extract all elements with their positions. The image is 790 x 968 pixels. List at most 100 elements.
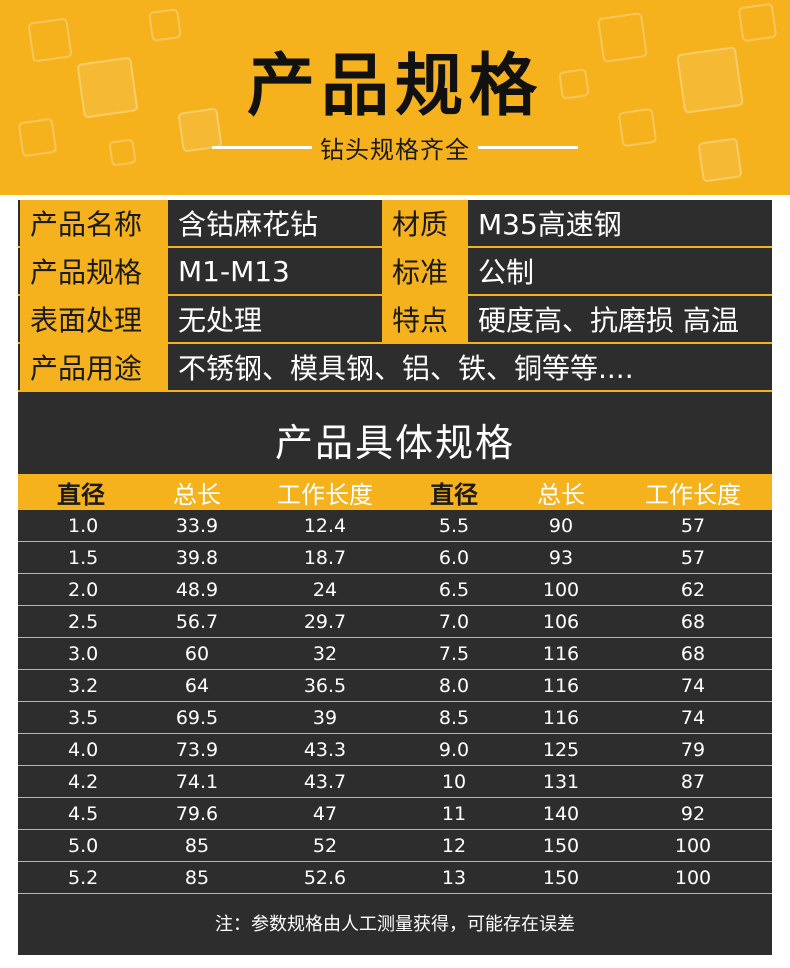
- table-cell: 62: [680, 578, 706, 601]
- column-header-diameter: 直径: [57, 480, 105, 509]
- table-cell: 43.7: [303, 770, 347, 793]
- table-cell: 52: [312, 834, 338, 857]
- table-cell: 6.5: [438, 578, 470, 601]
- table-cell: 1.5: [68, 546, 99, 569]
- column-header-working-length: 工作长度: [277, 480, 373, 509]
- info-row: 产品名称 含钴麻花钻 材质 M35高速钢: [18, 200, 772, 248]
- table-row: 5.2 85 52.6 13 150 100: [18, 862, 772, 894]
- table-cell: 93: [548, 546, 574, 569]
- table-cell: 92: [680, 802, 706, 825]
- table-cell: 3.2: [68, 674, 99, 697]
- table-cell: 8.0: [438, 674, 470, 697]
- info-row-usage: 产品用途 不锈钢、模具钢、铝、铁、铜等等....: [18, 344, 772, 392]
- table-row: 3.0 60 32 7.5 116 68: [18, 638, 772, 670]
- table-cell: 13: [441, 866, 467, 889]
- table-cell: 5.5: [438, 514, 470, 537]
- spec-table-header: 直径 总长 工作长度 直径 总长 工作长度: [18, 474, 772, 510]
- table-cell: 36.5: [303, 674, 347, 697]
- table-cell: 73.9: [175, 738, 219, 761]
- usage-label: 产品用途: [20, 344, 168, 390]
- info-label: 标准: [382, 248, 468, 294]
- table-row: 5.0 85 52 12 150 100: [18, 830, 772, 862]
- spec-table-body: 1.0 33.9 12.4 5.5 90 57 1.5 39.8 18.7 6.0 93 57 2.0 4…: [18, 510, 772, 894]
- table-cell: 39.8: [175, 546, 219, 569]
- table-cell: 4.2: [68, 770, 99, 793]
- table-cell: 2.0: [68, 578, 99, 601]
- subtitle-text: 钻头规格齐全: [320, 135, 470, 164]
- table-cell: 52.6: [303, 866, 347, 889]
- table-row: 1.0 33.9 12.4 5.5 90 57: [18, 510, 772, 542]
- info-label: 特点: [382, 296, 468, 342]
- table-cell: 79: [680, 738, 706, 761]
- table-cell: 74: [680, 674, 706, 697]
- table-cell: 29.7: [303, 610, 347, 633]
- table-cell: 106: [542, 610, 580, 633]
- subtitle-left-line: [212, 145, 312, 149]
- table-cell: 3.0: [68, 642, 99, 665]
- info-label: 表面处理: [20, 296, 168, 342]
- table-cell: 7.0: [438, 610, 470, 633]
- table-cell: 140: [542, 802, 580, 825]
- table-cell: 43.3: [303, 738, 347, 761]
- table-cell: 6.0: [438, 546, 470, 569]
- table-cell: 5.0: [68, 834, 99, 857]
- table-cell: 48.9: [175, 578, 219, 601]
- usage-value: 不锈钢、模具钢、铝、铁、铜等等....: [178, 352, 634, 385]
- table-cell: 60: [184, 642, 210, 665]
- table-cell: 7.5: [438, 642, 470, 665]
- info-row: 表面处理 无处理 特点 硬度高、抗磨损 高温: [18, 296, 772, 344]
- info-label: 材质: [382, 200, 468, 246]
- info-label: 产品名称: [20, 200, 168, 246]
- table-cell: 116: [542, 642, 580, 665]
- column-header-total-length: 总长: [537, 480, 585, 509]
- table-cell: 68: [680, 642, 706, 665]
- table-row: 1.5 39.8 18.7 6.0 93 57: [18, 542, 772, 574]
- info-value: 无处理: [178, 304, 263, 337]
- table-cell: 125: [542, 738, 580, 761]
- table-cell: 69.5: [175, 706, 219, 729]
- info-row: 产品规格 M1-M13 标准 公制: [18, 248, 772, 296]
- table-cell: 56.7: [175, 610, 219, 633]
- table-cell: 8.5: [438, 706, 470, 729]
- table-cell: 39: [312, 706, 338, 729]
- table-cell: 11: [441, 802, 467, 825]
- table-row: 2.5 56.7 29.7 7.0 106 68: [18, 606, 772, 638]
- table-cell: 150: [542, 866, 580, 889]
- table-cell: 10: [441, 770, 467, 793]
- column-header-total-length: 总长: [173, 480, 221, 509]
- table-cell: 12: [441, 834, 467, 857]
- table-cell: 18.7: [303, 546, 347, 569]
- table-cell: 150: [542, 834, 580, 857]
- table-cell: 74.1: [175, 770, 219, 793]
- table-cell: 100: [542, 578, 580, 601]
- table-cell: 100: [674, 866, 712, 889]
- table-cell: 131: [542, 770, 580, 793]
- table-cell: 57: [680, 546, 706, 569]
- table-cell: 116: [542, 706, 580, 729]
- info-label: 产品规格: [20, 248, 168, 294]
- table-row: 4.5 79.6 47 11 140 92: [18, 798, 772, 830]
- table-cell: 47: [312, 802, 338, 825]
- table-cell: 5.2: [68, 866, 99, 889]
- subtitle: 钻头规格齐全: [0, 130, 790, 164]
- info-value: 含钴麻花钻: [178, 208, 319, 241]
- info-value: 硬度高、抗磨损 高温: [478, 304, 739, 337]
- table-cell: 87: [680, 770, 706, 793]
- subtitle-right-line: [478, 145, 578, 149]
- page-title: 产品规格: [246, 47, 543, 126]
- table-cell: 68: [680, 610, 706, 633]
- table-cell: 74: [680, 706, 706, 729]
- table-row: 3.2 64 36.5 8.0 116 74: [18, 670, 772, 702]
- table-cell: 3.5: [68, 706, 99, 729]
- table-cell: 79.6: [175, 802, 219, 825]
- info-value: 公制: [478, 256, 535, 289]
- table-row: 3.5 69.5 39 8.5 116 74: [18, 702, 772, 734]
- column-header-working-length: 工作长度: [645, 480, 741, 509]
- table-row: 4.2 74.1 43.7 10 131 87: [18, 766, 772, 798]
- table-cell: 4.5: [68, 802, 99, 825]
- table-cell: 64: [184, 674, 210, 697]
- table-cell: 100: [674, 834, 712, 857]
- info-value: M1-M13: [178, 254, 290, 288]
- table-cell: 1.0: [68, 514, 99, 537]
- table-cell: 57: [680, 514, 706, 537]
